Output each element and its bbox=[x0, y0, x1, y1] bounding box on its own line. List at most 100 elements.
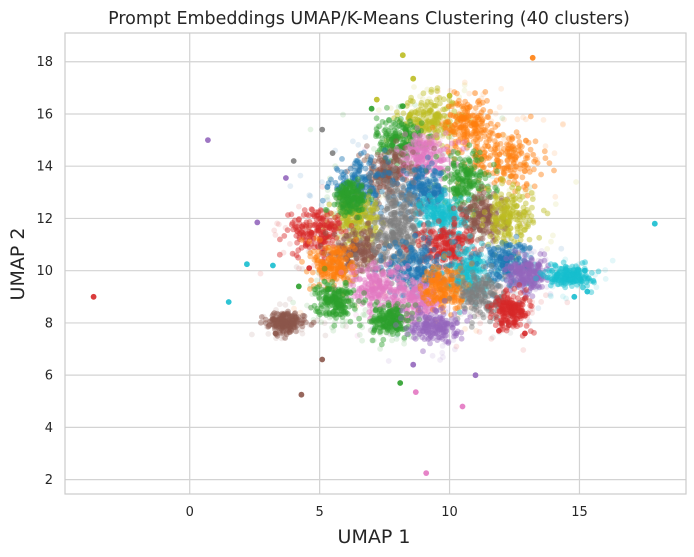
points-layer bbox=[90, 52, 658, 476]
scatter-point bbox=[293, 252, 300, 259]
scatter-point bbox=[439, 133, 446, 139]
scatter-point bbox=[480, 165, 486, 172]
scatter-point bbox=[366, 176, 372, 183]
scatter-point bbox=[402, 125, 409, 132]
scatter-point bbox=[467, 177, 473, 184]
scatter-point bbox=[497, 199, 504, 206]
scatter-point bbox=[402, 121, 409, 128]
scatter-point bbox=[306, 238, 313, 245]
scatter-point bbox=[365, 214, 372, 221]
scatter-point bbox=[444, 164, 450, 171]
scatter-point bbox=[474, 110, 481, 117]
scatter-point bbox=[460, 125, 467, 131]
scatter-point bbox=[447, 112, 454, 119]
scatter-point bbox=[412, 193, 418, 199]
scatter-point bbox=[447, 87, 454, 94]
scatter-point bbox=[455, 170, 462, 177]
scatter-point bbox=[498, 191, 505, 198]
scatter-point bbox=[532, 138, 539, 145]
scatter-point bbox=[406, 115, 412, 122]
scatter-point bbox=[529, 151, 536, 157]
scatter-point bbox=[445, 167, 451, 174]
scatter-point bbox=[426, 180, 433, 187]
scatter-point bbox=[364, 220, 371, 227]
scatter-point bbox=[400, 110, 407, 117]
scatter-point bbox=[423, 115, 430, 122]
scatter-point bbox=[412, 116, 418, 122]
scatter-point bbox=[383, 139, 390, 146]
scatter-point bbox=[494, 208, 501, 215]
scatter-point bbox=[423, 186, 430, 193]
scatter-point bbox=[466, 90, 473, 97]
scatter-point bbox=[471, 148, 477, 155]
scatter-point bbox=[430, 130, 437, 137]
scatter-point bbox=[408, 208, 415, 215]
scatter-point bbox=[434, 128, 441, 135]
scatter-point bbox=[487, 233, 494, 240]
scatter-point bbox=[478, 95, 485, 102]
scatter-point bbox=[399, 119, 406, 125]
scatter-point bbox=[564, 299, 571, 306]
scatter-point bbox=[451, 89, 458, 95]
scatter-point bbox=[403, 196, 410, 203]
scatter-point bbox=[429, 177, 436, 184]
scatter-point bbox=[432, 238, 439, 244]
scatter-point bbox=[487, 108, 494, 115]
scatter-point bbox=[548, 293, 554, 300]
scatter-point bbox=[406, 117, 413, 123]
scatter-point bbox=[424, 125, 431, 132]
scatter-point bbox=[435, 218, 442, 225]
scatter-point bbox=[411, 147, 418, 154]
scatter-point bbox=[375, 170, 381, 177]
scatter-point bbox=[464, 166, 471, 173]
scatter-point bbox=[427, 108, 434, 115]
scatter-point bbox=[321, 320, 328, 326]
scatter-point bbox=[432, 134, 439, 141]
scatter-point bbox=[459, 105, 465, 112]
scatter-point bbox=[419, 138, 425, 145]
scatter-point bbox=[373, 115, 380, 122]
scatter-point bbox=[544, 246, 551, 252]
scatter-point bbox=[404, 155, 411, 162]
scatter-point bbox=[461, 231, 468, 238]
scatter-point bbox=[491, 207, 498, 214]
scatter-point bbox=[393, 138, 399, 145]
scatter-point bbox=[377, 229, 384, 235]
scatter-point bbox=[394, 137, 401, 144]
scatter-point bbox=[339, 322, 346, 329]
scatter-point bbox=[437, 132, 444, 139]
scatter-point bbox=[540, 117, 547, 123]
scatter-point bbox=[416, 168, 423, 174]
scatter-point bbox=[299, 258, 305, 265]
scatter-point bbox=[419, 169, 425, 176]
scatter-point bbox=[399, 136, 406, 143]
scatter-point bbox=[448, 133, 455, 140]
scatter-point bbox=[416, 155, 423, 162]
scatter-point bbox=[486, 191, 493, 198]
scatter-point bbox=[392, 172, 399, 179]
scatter-point bbox=[422, 156, 429, 163]
scatter-point bbox=[489, 225, 496, 232]
scatter-point bbox=[466, 142, 473, 149]
scatter-point bbox=[460, 146, 467, 152]
scatter-point bbox=[306, 231, 313, 238]
scatter-point bbox=[510, 181, 517, 188]
scatter-point bbox=[479, 222, 486, 229]
scatter-point bbox=[440, 115, 446, 122]
scatter-point bbox=[483, 131, 489, 138]
scatter-point bbox=[423, 149, 430, 156]
scatter-point bbox=[515, 170, 522, 176]
scatter-point bbox=[451, 224, 458, 231]
scatter-point bbox=[495, 132, 501, 139]
scatter-point bbox=[482, 89, 489, 95]
scatter-point bbox=[317, 237, 323, 243]
scatter-point bbox=[490, 161, 497, 168]
scatter-point bbox=[471, 109, 477, 116]
scatter-point bbox=[375, 107, 382, 113]
scatter-point bbox=[427, 228, 434, 235]
scatter-point bbox=[501, 116, 507, 123]
scatter-point bbox=[462, 157, 468, 164]
scatter-point bbox=[365, 184, 371, 191]
scatter-point bbox=[536, 234, 543, 241]
scatter-point bbox=[399, 183, 406, 190]
